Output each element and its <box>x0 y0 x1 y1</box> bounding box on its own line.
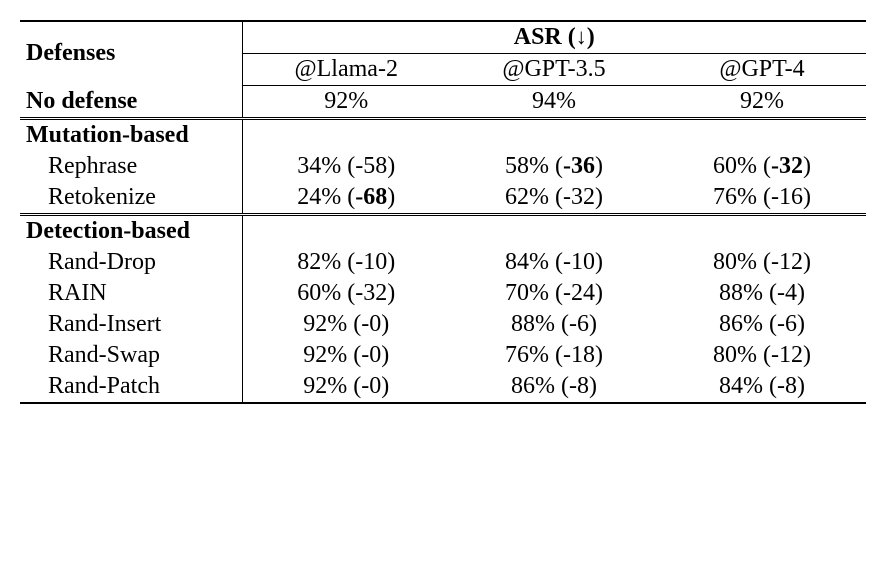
defense-name: Rephrase <box>20 151 242 182</box>
table-cell: 76% (-18) <box>450 340 658 371</box>
table-cell: 82% (-10) <box>242 247 450 278</box>
table-cell: 88% (-4) <box>658 278 866 309</box>
table-cell: 80% (-12) <box>658 340 866 371</box>
table-cell: 76% (-16) <box>658 182 866 215</box>
defense-name: Rand-Patch <box>20 371 242 403</box>
table-cell: 86% (-6) <box>658 309 866 340</box>
table-cell: 88% (-6) <box>450 309 658 340</box>
table-cell: 86% (-8) <box>450 371 658 403</box>
defense-name: RAIN <box>20 278 242 309</box>
down-arrow-icon: ↓ <box>576 24 587 49</box>
empty-cell <box>450 119 658 152</box>
asr-label: ASR ( <box>514 24 576 50</box>
table-cell: 92% (-0) <box>242 309 450 340</box>
table-cell: 84% (-8) <box>658 371 866 403</box>
empty-cell <box>658 215 866 248</box>
empty-cell <box>658 119 866 152</box>
table-cell: 94% <box>450 86 658 119</box>
table-cell: 92% <box>242 86 450 119</box>
table-cell: 60% (-32) <box>242 278 450 309</box>
empty-cell <box>450 215 658 248</box>
table-cell: 58% (-36) <box>450 151 658 182</box>
detection-section: Detection-based <box>20 215 242 248</box>
table-cell: 92% (-0) <box>242 371 450 403</box>
model-gpt4: @GPT-4 <box>658 54 866 86</box>
model-llama2: @Llama-2 <box>242 54 450 86</box>
defense-name: Rand-Insert <box>20 309 242 340</box>
header-asr: ASR (↓) <box>242 21 866 54</box>
table-cell: 92% (-0) <box>242 340 450 371</box>
table-cell: 60% (-32) <box>658 151 866 182</box>
defense-asr-table: Defenses ASR (↓) @Llama-2 @GPT-3.5 @GPT-… <box>20 20 866 404</box>
table-cell: 24% (-68) <box>242 182 450 215</box>
table-cell: 80% (-12) <box>658 247 866 278</box>
empty-cell <box>242 215 450 248</box>
header-defenses: Defenses <box>20 21 242 86</box>
defense-name: Rand-Drop <box>20 247 242 278</box>
no-defense-label: No defense <box>20 86 242 119</box>
empty-cell <box>242 119 450 152</box>
mutation-section: Mutation-based <box>20 119 242 152</box>
table-cell: 92% <box>658 86 866 119</box>
table-cell: 70% (-24) <box>450 278 658 309</box>
table-cell: 84% (-10) <box>450 247 658 278</box>
table-cell: 34% (-58) <box>242 151 450 182</box>
table-cell: 62% (-32) <box>450 182 658 215</box>
asr-close: ) <box>587 24 595 50</box>
defense-name: Rand-Swap <box>20 340 242 371</box>
defense-name: Retokenize <box>20 182 242 215</box>
model-gpt35: @GPT-3.5 <box>450 54 658 86</box>
